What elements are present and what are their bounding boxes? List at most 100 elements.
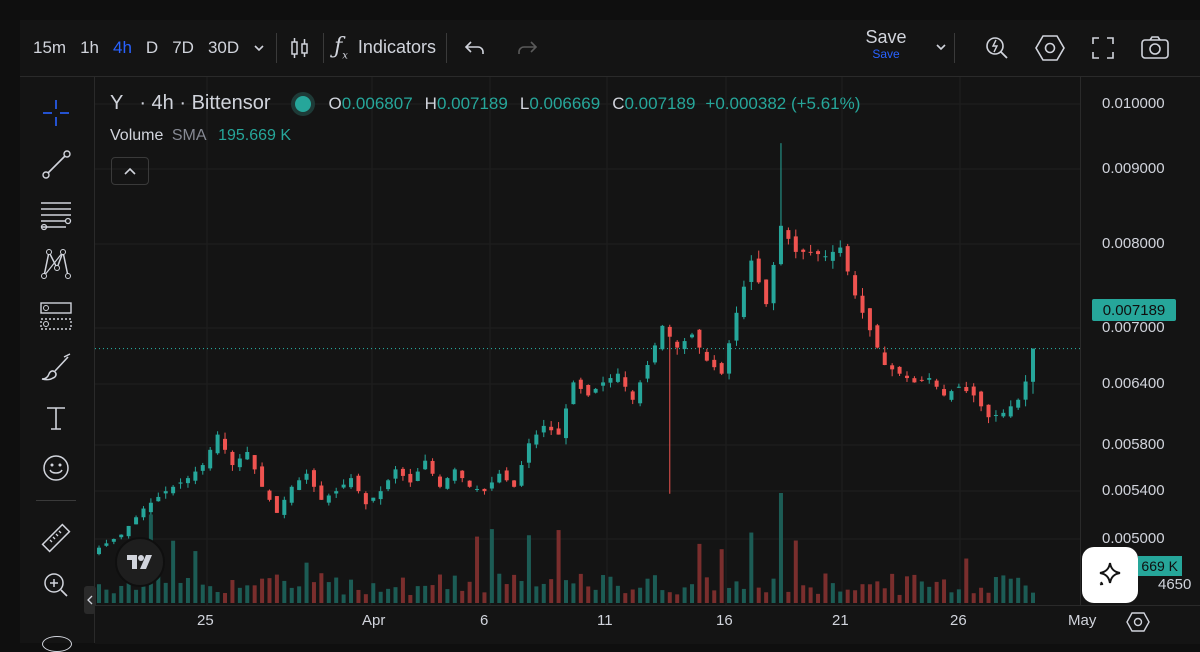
volume-bar [690, 584, 695, 603]
volume-bar [208, 586, 213, 603]
save-label: Save [865, 27, 907, 47]
volume-bar [727, 587, 732, 603]
volume-bar [526, 535, 531, 603]
timeframe-dropdown-icon[interactable] [252, 41, 266, 55]
volume-bar [845, 589, 850, 603]
chart-pane[interactable] [95, 77, 1080, 605]
volume-bar [756, 587, 761, 603]
time-axis[interactable] [95, 605, 1200, 644]
ohlc-value-l: 0.006669 [529, 93, 601, 113]
volume-bar [311, 582, 316, 603]
timeframe-button-4h[interactable]: 4h [113, 38, 132, 57]
candle-body [652, 345, 657, 363]
zoom-in-icon[interactable] [36, 565, 76, 605]
volume-bar [171, 540, 176, 603]
volume-legend: Volume SMA 195.669 K [110, 127, 291, 145]
brush-icon[interactable] [36, 348, 76, 388]
volume-bar [942, 579, 947, 603]
redo-icon[interactable] [515, 38, 539, 58]
timeframe-button-7d[interactable]: 7D [172, 38, 194, 57]
settings-hexagon-icon[interactable] [1034, 33, 1066, 63]
candle-body [326, 495, 331, 503]
crosshair-icon[interactable] [36, 93, 76, 133]
fullscreen-icon[interactable] [1090, 35, 1116, 61]
time-axis-settings-icon[interactable] [1126, 610, 1150, 639]
price-tick-label: 0.005400 [1102, 482, 1165, 499]
emoji-icon[interactable] [36, 448, 76, 488]
candle-body [489, 482, 494, 489]
volume-bar [475, 536, 480, 603]
candle-body [311, 470, 316, 487]
candle-body [304, 473, 309, 480]
candlestick-chart-type-icon[interactable] [287, 35, 313, 61]
candle-body [526, 443, 531, 463]
pattern-xabcd-icon[interactable] [36, 244, 76, 284]
indicators-button[interactable]: ƒx Indicators [334, 34, 436, 61]
save-dropdown-icon[interactable] [934, 40, 948, 54]
volume-bar [237, 587, 242, 603]
candle-body [912, 378, 917, 383]
timeframe-button-30d[interactable]: 30D [207, 38, 240, 57]
collapse-toolbar-handle[interactable] [84, 586, 96, 614]
volume-bar [571, 583, 576, 603]
volume-bar [793, 540, 798, 603]
candle-body [638, 382, 643, 404]
timeframe-button-d[interactable]: D [145, 38, 159, 57]
volume-bar [667, 592, 672, 603]
quick-search-icon[interactable] [982, 33, 1012, 63]
divider [323, 33, 325, 63]
price-axis[interactable] [1080, 77, 1200, 605]
volume-bar [660, 590, 665, 603]
timeframe-button-15m[interactable]: 15m [33, 38, 67, 57]
chevron-up-icon [124, 167, 136, 175]
candle-body [267, 490, 272, 500]
candle-body [593, 388, 598, 393]
candle-body [378, 491, 383, 500]
camera-snapshot-icon[interactable] [1140, 34, 1170, 60]
candle-body [823, 256, 828, 258]
ruler-measure-icon[interactable] [36, 518, 76, 558]
candlestick-chart[interactable] [95, 77, 1080, 605]
collapse-legend-button[interactable] [111, 157, 149, 185]
ai-assistant-button[interactable] [1082, 547, 1138, 603]
volume-bar [215, 592, 220, 603]
candle-body [408, 473, 413, 483]
trend-line-icon[interactable] [36, 144, 76, 184]
candle-body [415, 471, 420, 481]
candle-body [749, 260, 754, 282]
save-button[interactable]: Save Save [858, 27, 914, 61]
candle-body [564, 408, 568, 439]
tradingview-logo[interactable] [115, 537, 165, 587]
ohlc-value-c: 0.007189 [624, 93, 696, 113]
volume-bar [838, 591, 843, 603]
candle-body [297, 480, 302, 490]
volume-sma-label: SMA [171, 127, 206, 144]
candle-body [423, 460, 428, 470]
candle-body [356, 475, 361, 492]
price-tick-label: 0.008000 [1102, 235, 1165, 252]
candle-body [556, 428, 561, 435]
volume-bar [193, 551, 198, 603]
volume-bar [816, 593, 821, 603]
ohlc-values: O 0.006807 H 0.007189 L 0.006669 C 0.007189 [329, 94, 696, 114]
candle-body [623, 377, 628, 387]
symbol-interval-name[interactable]: · 4h · Bittensor [139, 92, 271, 114]
volume-bar [808, 587, 813, 603]
volume-bar [586, 586, 591, 603]
volume-label[interactable]: Volume [110, 127, 164, 144]
undo-icon[interactable] [463, 38, 487, 58]
candle-body [452, 469, 457, 481]
text-tool-icon[interactable] [36, 398, 76, 438]
candle-body [882, 352, 887, 365]
candle-body [482, 488, 487, 492]
time-tick-label: 6 [480, 612, 489, 629]
candle-body [764, 279, 769, 305]
long-position-icon[interactable] [36, 296, 76, 336]
symbol-glyph[interactable]: Υ [110, 92, 124, 114]
volume-bar [534, 586, 539, 603]
candle-body [934, 380, 939, 387]
timeframe-button-1h[interactable]: 1h [80, 38, 99, 57]
volume-bar [163, 582, 168, 603]
fib-retracement-icon[interactable] [36, 194, 76, 234]
candle-body [512, 480, 517, 487]
